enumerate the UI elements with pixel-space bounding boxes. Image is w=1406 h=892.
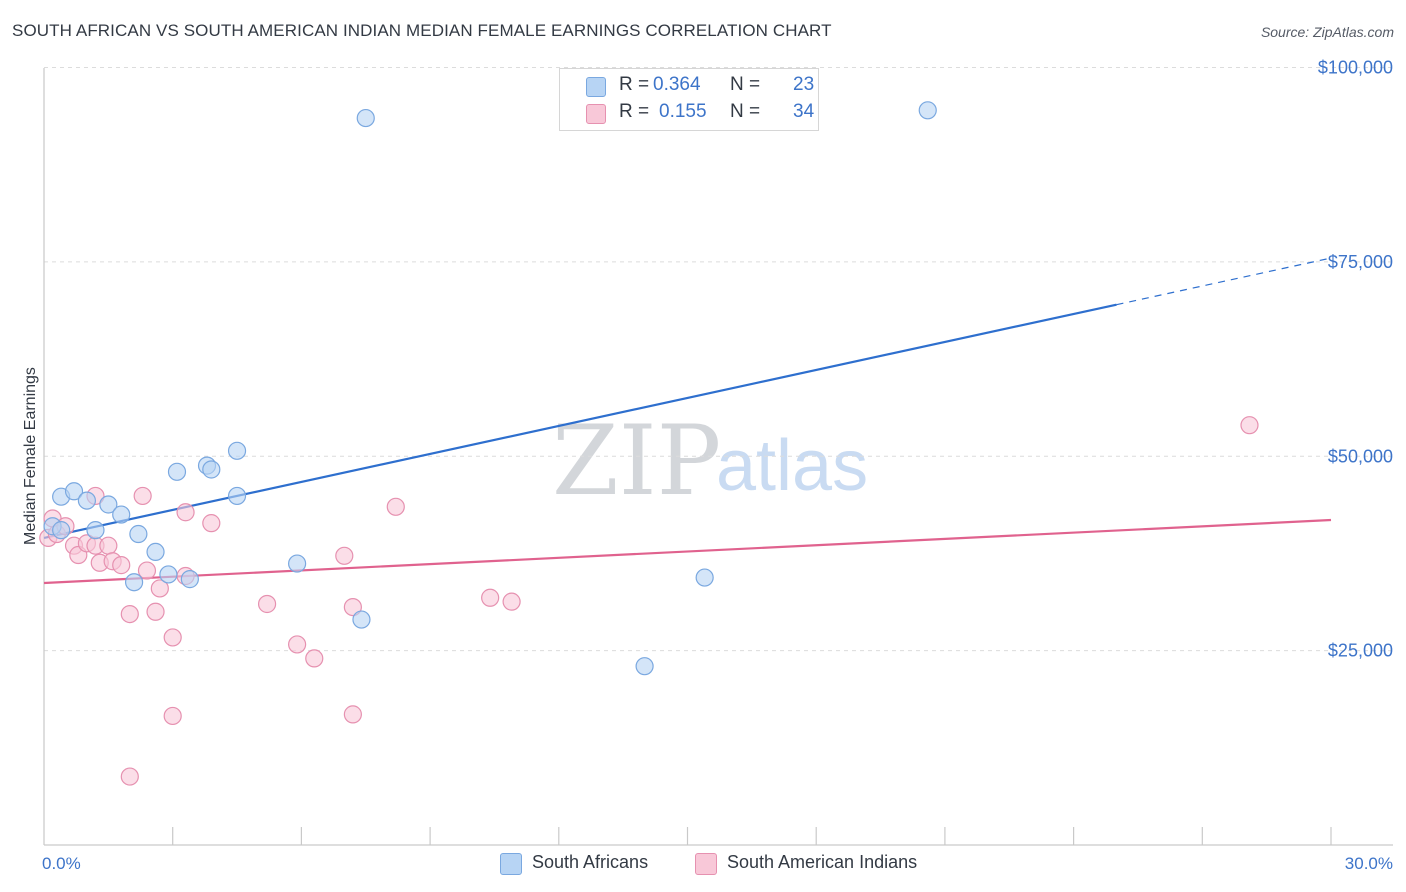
data-point-south-american-indian[interactable] (150, 579, 169, 598)
data-point-south-african[interactable] (86, 521, 105, 540)
data-point-south-african[interactable] (918, 101, 937, 120)
x-tick-label-max: 30.0% (1345, 854, 1393, 873)
axes (43, 68, 1393, 846)
data-point-south-african[interactable] (695, 568, 714, 587)
legend-r-value: 0.155 (659, 101, 707, 122)
data-point-south-american-indian[interactable] (202, 514, 221, 533)
data-point-south-american-indian[interactable] (146, 602, 165, 621)
legend-n-value: 23 (793, 74, 815, 95)
data-point-south-american-indian[interactable] (386, 497, 405, 516)
data-point-south-american-indian[interactable] (305, 649, 324, 668)
watermark: ZIP atlas (552, 405, 868, 517)
legend-n-label: N = (730, 101, 761, 122)
data-point-south-american-indian[interactable] (257, 594, 277, 614)
legend-n-label: N = (730, 74, 761, 95)
data-point-south-african[interactable] (635, 657, 654, 676)
watermark-zip: ZIP (552, 405, 721, 517)
x-ticks (172, 827, 1332, 845)
data-point-south-american-indian[interactable] (137, 561, 157, 580)
y-tick-labels: $25,000 $50,000 $75,000 $100,000 (1318, 58, 1393, 661)
data-point-south-american-indian[interactable] (163, 706, 182, 726)
data-point-south-american-indian[interactable] (335, 546, 354, 565)
data-point-south-american-indian[interactable] (502, 592, 521, 611)
legend-swatch-pink (586, 104, 606, 124)
x-tick-label-min: 0.0% (42, 854, 81, 873)
bottom-legend-label: South Africans (532, 852, 649, 872)
data-point-south-american-indian[interactable] (343, 705, 362, 724)
legend-r-value: 0.364 (653, 74, 701, 95)
data-point-south-african[interactable] (180, 570, 199, 589)
legend-r-label: R = (619, 74, 650, 95)
data-point-south-american-indian[interactable] (133, 486, 152, 506)
data-point-south-african[interactable] (167, 462, 187, 481)
data-point-south-american-indian[interactable] (112, 556, 131, 575)
y-tick-label: $100,000 (1318, 58, 1393, 78)
trend-line-south-american-indians (43, 518, 1332, 585)
bottom-legend-label: South American Indians (727, 852, 918, 872)
data-point-south-american-indian[interactable] (176, 503, 195, 522)
data-point-south-american-indian[interactable] (481, 588, 500, 607)
trend-line-extension (1116, 257, 1332, 306)
bottom-legend-swatch-blue (500, 853, 522, 875)
data-point-south-american-indian[interactable] (343, 597, 362, 617)
data-point-south-african[interactable] (112, 505, 131, 524)
data-point-south-african[interactable] (159, 565, 178, 584)
data-point-south-african[interactable] (227, 441, 247, 460)
data-point-south-african[interactable] (124, 573, 144, 592)
legend-n-value: 34 (793, 101, 815, 122)
data-point-south-african[interactable] (356, 108, 375, 128)
data-point-south-american-indian[interactable] (120, 604, 139, 624)
data-point-south-african[interactable] (288, 554, 307, 573)
bottom-legend-swatch-pink (695, 853, 717, 875)
data-point-south-american-indian[interactable] (120, 767, 139, 786)
data-point-south-american-indian[interactable] (288, 635, 307, 654)
data-point-south-american-indian[interactable] (163, 628, 182, 647)
chart-source: Source: ZipAtlas.com (1260, 24, 1394, 40)
data-point-south-african[interactable] (146, 542, 165, 562)
data-point-south-african[interactable] (352, 610, 371, 629)
y-tick-label: $25,000 (1328, 641, 1393, 661)
points-south-africans (43, 101, 937, 676)
data-point-south-african[interactable] (129, 524, 148, 544)
y-tick-label: $50,000 (1328, 446, 1393, 466)
data-point-south-american-indian[interactable] (99, 536, 118, 555)
data-point-south-african[interactable] (202, 460, 221, 479)
data-point-south-african[interactable] (227, 486, 247, 506)
y-axis-label: Median Female Earnings (22, 367, 39, 545)
gridlines (44, 67, 1393, 652)
data-point-south-african[interactable] (99, 495, 118, 514)
data-point-south-african[interactable] (77, 491, 97, 510)
legend-r-label: R = (619, 101, 650, 122)
y-tick-label: $75,000 (1328, 252, 1393, 272)
watermark-atlas: atlas (716, 426, 868, 506)
data-point-south-african[interactable] (64, 482, 84, 501)
legend-swatch-blue (586, 77, 606, 97)
correlation-legend: R = 0.364 N = 23 R = 0.155 N = 34 (559, 68, 819, 131)
data-point-south-african[interactable] (52, 521, 71, 540)
chart-title: SOUTH AFRICAN VS SOUTH AMERICAN INDIAN M… (12, 21, 832, 40)
trend-line-south-africans (43, 303, 1117, 539)
trend-lines (43, 257, 1332, 585)
data-point-south-american-indian[interactable] (1240, 416, 1259, 435)
